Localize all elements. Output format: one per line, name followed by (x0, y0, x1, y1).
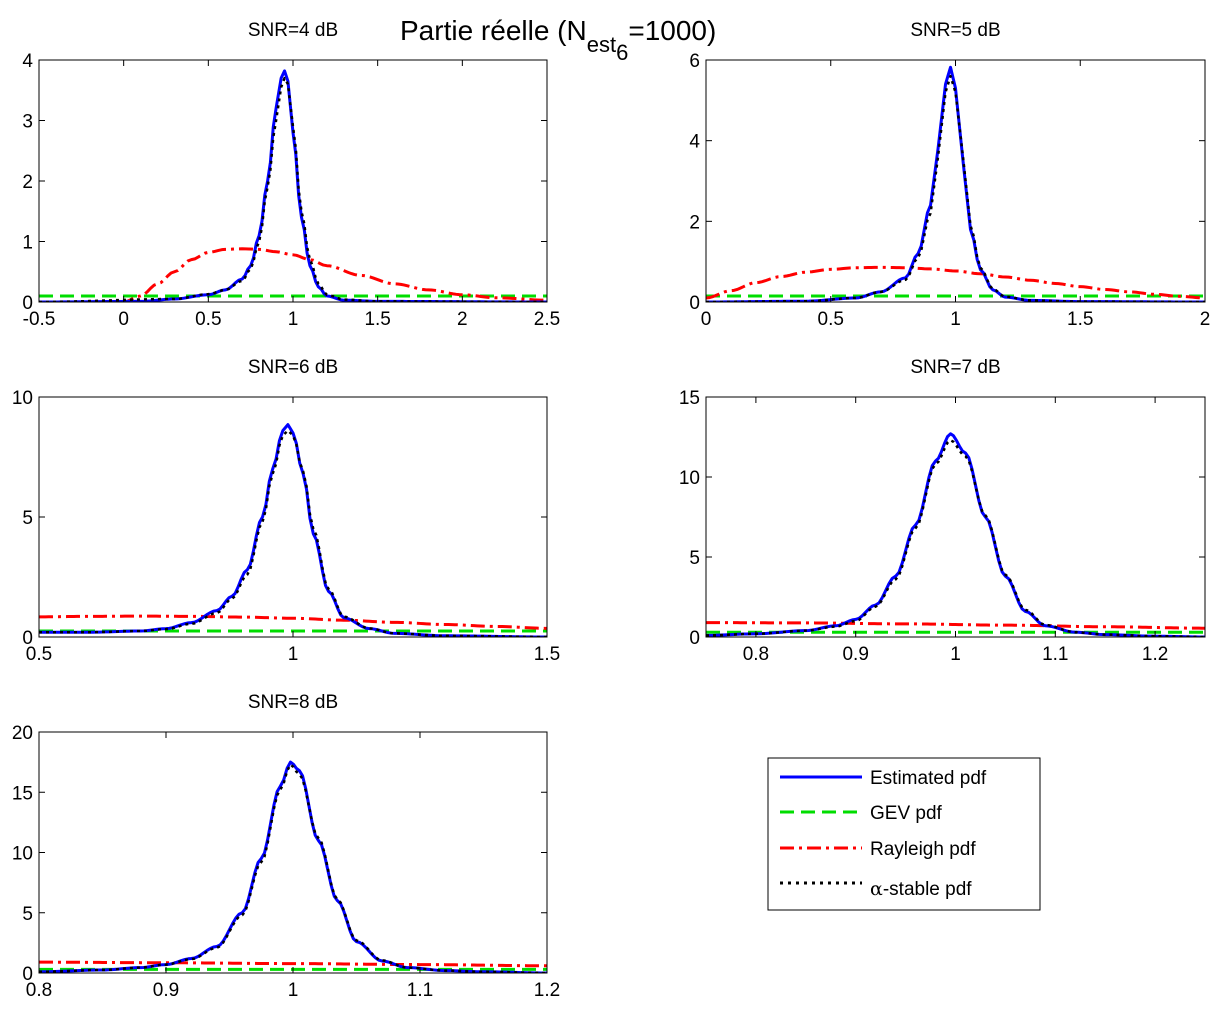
series-line-rayleigh (706, 621, 1205, 630)
x-tick-label: 0.9 (153, 980, 179, 1001)
y-tick-label: 15 (12, 783, 33, 804)
x-tick-label: 1.1 (1042, 644, 1068, 665)
y-tick-label: 4 (689, 132, 700, 153)
x-tick-label: 0.5 (26, 644, 52, 665)
y-tick-label: 0 (689, 293, 700, 314)
legend: Estimated pdf GEV pdf Rayleigh pdf α-sta… (767, 757, 1041, 911)
y-tick-label: 10 (12, 388, 33, 409)
y-tick-label: 5 (22, 904, 33, 925)
y-tick-label: 10 (12, 844, 33, 865)
series-line-estimated (706, 432, 1205, 637)
figure-title-sub2: 6 (616, 40, 628, 65)
legend-box (767, 757, 1041, 911)
plot-title: SNR=7 dB (910, 357, 1000, 378)
x-tick-label: 0.8 (743, 644, 769, 665)
y-tick-label: 20 (12, 723, 33, 744)
x-tick-label: 1 (288, 980, 299, 1001)
series-line-rayleigh (39, 960, 547, 968)
x-tick-label: 0.5 (195, 309, 221, 330)
figure-title: Partie réelle (Nest6=1000) (400, 15, 716, 65)
x-tick-label: 0 (118, 309, 129, 330)
x-tick-label: 1.2 (534, 980, 560, 1001)
legend-label-alpha-symbol: α (870, 878, 883, 900)
series-line-alpha-stable (39, 429, 547, 637)
x-tick-label: 0.8 (26, 980, 52, 1001)
figure-title-tail: =1000) (628, 15, 716, 46)
x-tick-label: 0 (701, 309, 712, 330)
y-tick-label: 15 (679, 388, 700, 409)
series-line-rayleigh (39, 614, 547, 630)
legend-label-alpha-text: -stable pdf (883, 879, 972, 900)
y-tick-label: 5 (689, 548, 700, 569)
legend-label-gev: GEV pdf (870, 803, 943, 824)
y-tick-label: 0 (689, 628, 700, 649)
series-line-alpha-stable (39, 76, 547, 302)
plot-title: SNR=8 dB (248, 692, 338, 713)
x-tick-label: 1 (950, 644, 961, 665)
plot-snr-8: SNR=8 dB 0.8 0.9 1 1.1 1.2 0 5 10 15 20 (12, 692, 560, 1001)
plot-snr-6: SNR=6 dB 0.5 1 1.5 0 5 10 (12, 357, 560, 665)
x-tick-label: 2 (457, 309, 468, 330)
x-tick-label: 1 (288, 309, 299, 330)
figure-title-main: Partie réelle (N (400, 15, 587, 46)
plot-title: SNR=4 dB (248, 20, 338, 41)
x-tick-label: 1 (288, 644, 299, 665)
y-tick-label: 0 (22, 964, 33, 985)
x-tick-label: 2.5 (534, 309, 560, 330)
x-tick-label: 0.9 (842, 644, 868, 665)
series-line-rayleigh (706, 265, 1205, 300)
x-tick-label: 2 (1200, 309, 1211, 330)
y-tick-label: 0 (22, 628, 33, 649)
y-tick-label: 1 (22, 233, 33, 254)
series-line-alpha-stable (39, 763, 547, 973)
x-tick-label: 1.5 (534, 644, 560, 665)
y-tick-label: 3 (22, 112, 33, 133)
plot-title: SNR=5 dB (910, 20, 1000, 41)
series-line-alpha-stable (706, 438, 1205, 637)
x-tick-label: 1.5 (364, 309, 390, 330)
y-tick-label: 5 (22, 508, 33, 529)
series-line-rayleigh (39, 247, 547, 302)
legend-label-rayleigh: Rayleigh pdf (870, 839, 976, 860)
y-tick-label: 4 (22, 51, 33, 72)
y-tick-label: 6 (689, 51, 700, 72)
figure-title-sub1: est (587, 32, 616, 57)
y-tick-label: 0 (22, 293, 33, 314)
x-tick-label: -0.5 (23, 309, 56, 330)
x-tick-label: 0.5 (818, 309, 844, 330)
legend-label-alpha-stable: α-stable pdf (870, 878, 972, 900)
y-tick-label: 2 (689, 212, 700, 233)
plot-snr-5: SNR=5 dB 0 0.5 1 1.5 2 0 2 4 6 (689, 20, 1210, 330)
legend-label-estimated: Estimated pdf (870, 768, 987, 789)
x-tick-label: 1.1 (407, 980, 433, 1001)
x-tick-label: 1 (950, 309, 961, 330)
series-line-alpha-stable (706, 74, 1205, 302)
plot-snr-7: SNR=7 dB 0.8 0.9 1 1.1 1.2 0 5 10 15 (679, 357, 1206, 665)
y-tick-label: 10 (679, 468, 700, 489)
x-tick-label: 1.2 (1142, 644, 1168, 665)
x-tick-label: 1.5 (1067, 309, 1093, 330)
y-tick-label: 2 (22, 172, 33, 193)
plot-title: SNR=6 dB (248, 357, 338, 378)
